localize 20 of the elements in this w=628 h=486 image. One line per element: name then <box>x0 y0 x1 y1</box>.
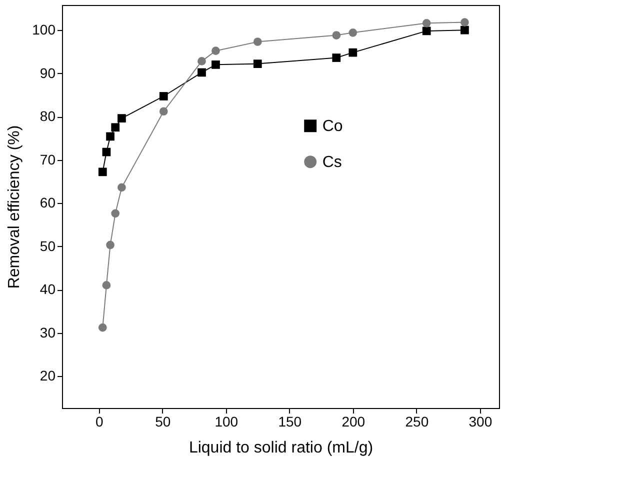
x-axis-title: Liquid to solid ratio (mL/g) <box>188 440 374 456</box>
y-tick-label: 80 <box>40 108 56 124</box>
y-tick-label: 100 <box>32 22 56 38</box>
y-tick-label: 50 <box>40 238 56 254</box>
y-axis-title: Removal efficiency (%) <box>6 125 24 289</box>
y-tick-label: 30 <box>40 324 56 340</box>
y-tick-label: 90 <box>40 64 56 81</box>
x-tick-label: 300 <box>468 414 492 430</box>
y-tick-label: 40 <box>40 281 56 298</box>
legend-label: Co <box>322 118 343 135</box>
y-tick-label: 20 <box>40 368 56 384</box>
legend-label: Cs <box>322 154 342 171</box>
x-tick-label: 250 <box>405 414 429 430</box>
x-tick-label: 100 <box>214 414 238 430</box>
x-tick-label: 150 <box>278 414 302 430</box>
x-tick-label: 0 <box>95 414 104 430</box>
y-tick-label: 60 <box>40 194 56 211</box>
x-tick-label: 50 <box>155 414 171 430</box>
y-tick-label: 70 <box>40 151 56 168</box>
x-tick-label: 200 <box>342 414 366 430</box>
